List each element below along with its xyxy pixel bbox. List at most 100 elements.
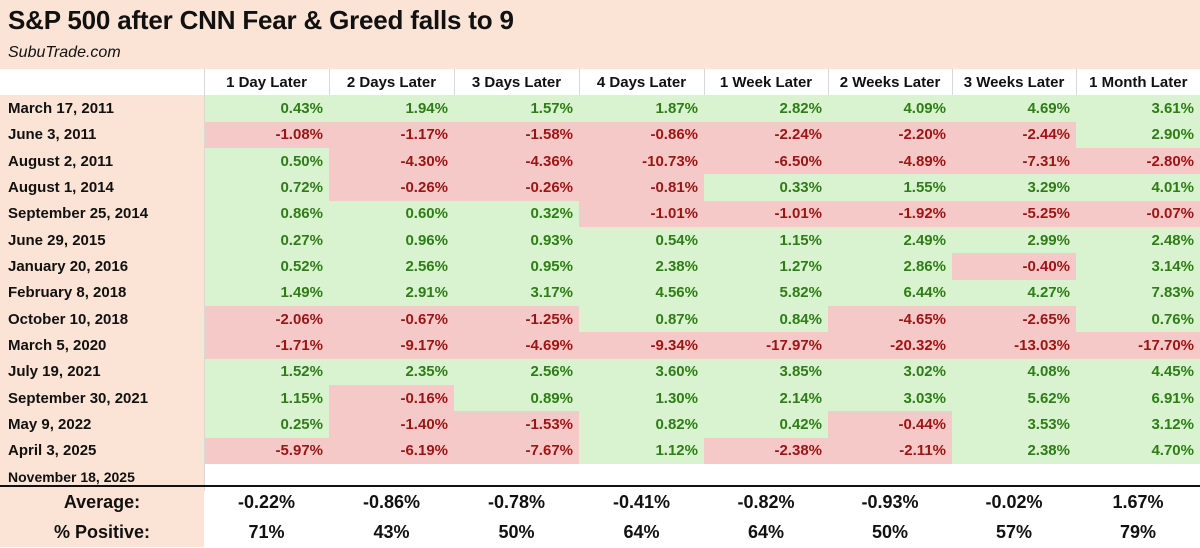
return-cell-positive: 2.91% [329,279,454,307]
return-cell-negative: -0.26% [329,174,454,201]
return-cell-negative: -5.25% [952,200,1076,228]
return-cell-negative: -4.30% [329,148,454,175]
return-cell-positive: 1.49% [204,279,329,307]
percent-positive-value: 71% [248,521,285,542]
average-value: -0.78% [487,491,546,512]
return-cell-positive: 1.52% [204,358,329,386]
average-value: -0.93% [861,491,919,512]
column-header: 2 Weeks Later [827,69,952,96]
average-value: 1.67% [1112,491,1164,512]
return-cell-negative: -1.17% [329,121,454,149]
return-cell-negative: -1.40% [329,411,454,438]
return-cell-negative: -2.06% [204,306,329,333]
return-cell-negative: -2.65% [952,306,1076,333]
percent-positive-row: % Positive: 71% 43% 50% 64% 64% 50% 57% 79% [0,517,1200,547]
return-cell-negative: -5.97% [204,437,329,465]
table-row: March 5, 2020 -1.71% -9.17% -4.69% -9.34% -17… [0,332,1200,359]
return-cell-positive: 0.96% [329,227,454,254]
row-date-label: January 20, 2016 [0,253,205,280]
column-header: 2 Days Later [328,69,454,96]
return-cell-positive: 0.60% [329,200,454,228]
percent-positive-value: 79% [1119,521,1157,542]
percent-positive-value: 64% [747,521,785,542]
return-cell-negative: -20.32% [828,332,952,359]
return-cell-positive: 3.03% [828,385,952,412]
return-cell-negative: -1.01% [579,200,704,228]
row-date-label: March 5, 2020 [0,332,205,359]
return-cell-negative: -1.58% [454,121,579,149]
return-cell-positive: 2.48% [1076,227,1200,254]
percent-positive-value: 50% [498,521,535,542]
header-row: 1 Day Later 2 Days Later 3 Days Later 4 Day… [0,69,1200,96]
return-cell-positive: 2.90% [1076,121,1200,149]
return-cell-positive: 3.14% [1076,253,1200,280]
average-value: -0.41% [612,491,671,512]
return-cell-positive: 4.45% [1076,358,1200,386]
table-row: September 25, 2014 0.86% 0.60% 0.32% -1.01% -… [0,200,1200,228]
return-cell-positive: 2.86% [828,253,952,280]
return-cell-positive: 2.38% [579,253,704,280]
return-cell-positive: 2.38% [952,437,1076,465]
return-cell-positive: 3.53% [952,411,1076,438]
return-cell-negative: -6.50% [704,148,828,175]
title-band: S&P 500 after CNN Fear & Greed falls to … [0,0,1200,70]
return-cell-negative: -7.67% [454,437,579,465]
column-header: 3 Weeks Later [951,69,1076,96]
average-value: -0.82% [737,491,795,512]
return-cell-positive: 3.02% [828,358,952,386]
chart-title: S&P 500 after CNN Fear & Greed falls to … [8,5,514,35]
percent-positive-value: 57% [995,521,1033,542]
return-cell-negative: -0.44% [828,411,952,438]
return-cell-negative: -1.08% [204,121,329,149]
row-date-label: February 8, 2018 [0,279,205,307]
return-cell-positive: 4.27% [952,279,1076,307]
return-cell-positive: 0.76% [1076,306,1200,333]
return-cell-negative: -2.44% [952,121,1076,149]
column-header: 1 Month Later [1075,69,1200,96]
corner-cell [0,69,204,96]
return-cell-negative: -0.07% [1076,200,1200,228]
return-cell-negative: -9.34% [579,332,704,359]
return-cell-positive: 0.42% [704,411,828,438]
return-cell-negative: -1.71% [204,332,329,359]
return-cell-negative: -1.25% [454,306,579,333]
return-cell-negative: -0.40% [952,253,1076,280]
table-row: September 30, 2021 1.15% -0.16% 0.89% 1.30% 2… [0,385,1200,412]
return-cell-negative: -0.16% [329,385,454,412]
return-cell-negative: -2.38% [704,437,828,465]
return-cell-negative: -10.73% [579,148,704,175]
row-date-label: May 9, 2022 [0,411,205,438]
row-date-label: October 10, 2018 [0,306,205,333]
return-cell-positive: 4.69% [952,95,1076,122]
return-cell-positive: 0.82% [579,411,704,438]
column-header: 1 Day Later [203,69,329,96]
return-cell-positive: 2.49% [828,227,952,254]
return-cell-positive: 1.57% [454,95,579,122]
return-cell-negative: -4.65% [828,306,952,333]
return-cell-negative: -1.53% [454,411,579,438]
average-value: -0.86% [362,491,421,512]
table-row: March 17, 2011 0.43% 1.94% 1.57% 1.87% 2.82% 4… [0,95,1200,122]
return-cell-positive: 1.87% [579,95,704,122]
return-cell-negative: -0.81% [579,174,704,201]
average-value: -0.22% [237,491,296,512]
return-cell-negative: -1.92% [828,200,952,228]
table-row: January 20, 2016 0.52% 2.56% 0.95% 2.38% 1.27… [0,253,1200,280]
return-cell-positive: 1.15% [704,227,828,254]
percent-positive-value: 43% [373,521,410,542]
table-row: June 3, 2011 -1.08% -1.17% -1.58% -0.86% -2.2… [0,121,1200,149]
table-row: August 2, 2011 0.50% -4.30% -4.36% -10.73% -6… [0,148,1200,175]
percent-positive-value: 64% [623,521,660,542]
return-cell-positive: 0.89% [454,385,579,412]
return-cell-positive: 4.09% [828,95,952,122]
return-cell-negative: -0.67% [329,306,454,333]
return-cell-positive: 3.17% [454,279,579,307]
row-date-label: August 2, 2011 [0,148,205,175]
return-cell-negative: -0.86% [579,121,704,149]
return-cell-positive: 2.82% [704,95,828,122]
return-cell-positive: 5.82% [704,279,828,307]
average-row: Average: -0.22% -0.86% -0.78% -0.41% -0.82% -… [0,486,1200,517]
return-cell-positive: 7.83% [1076,279,1200,307]
percent-positive-value: 50% [871,521,909,542]
table-row: August 1, 2014 0.72% -0.26% -0.26% -0.81% 0.3… [0,174,1200,201]
